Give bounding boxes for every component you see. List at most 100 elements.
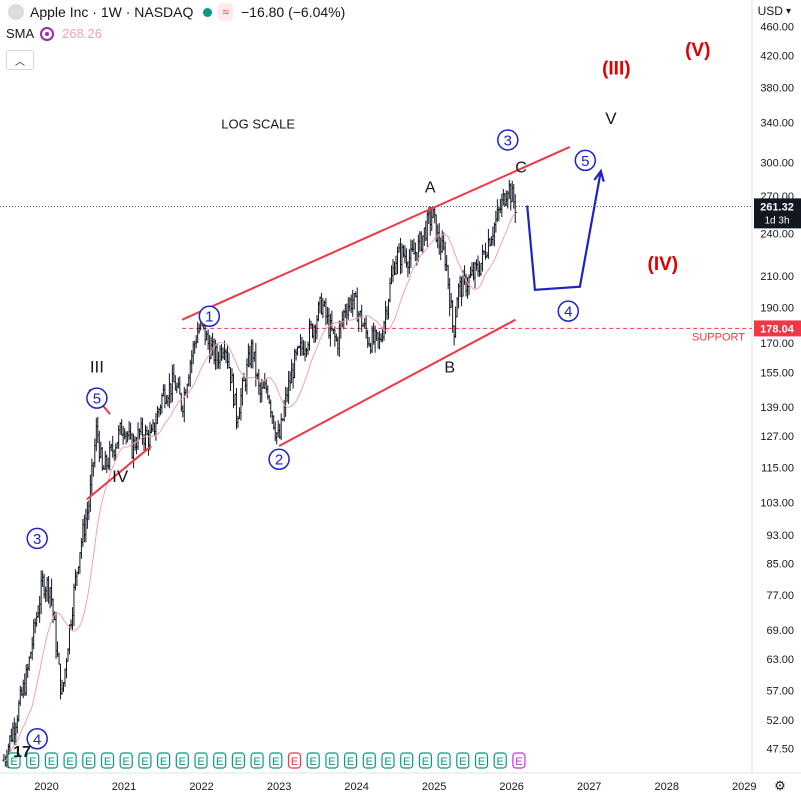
y-tick-label: 240.00	[760, 228, 794, 240]
earnings-marker-label: E	[328, 756, 335, 768]
wave-icon[interactable]: ≈	[218, 3, 233, 21]
y-tick-label: 93.00	[766, 530, 794, 542]
earnings-marker	[400, 752, 414, 769]
y-tick-label: 190.00	[760, 303, 794, 315]
y-tick-label: 155.00	[760, 367, 794, 379]
price-change: −16.80 (−6.04%)	[240, 4, 346, 20]
wave-degree-label: (IV)	[648, 254, 679, 275]
last-price-value: 261.32	[760, 201, 794, 213]
y-tick-label: 300.00	[760, 157, 794, 169]
earnings-marker-label: E	[310, 756, 317, 768]
y-tick-label: 103.00	[760, 497, 794, 509]
wave-circle	[574, 149, 597, 172]
earnings-marker	[325, 752, 339, 769]
earnings-marker	[493, 752, 507, 769]
wave-label: 1	[205, 309, 213, 326]
market-status-dot-icon	[203, 7, 213, 17]
indicator-name[interactable]: SMA	[6, 26, 35, 41]
chevron-down-icon: ▾	[785, 5, 791, 17]
earnings-marker	[44, 752, 59, 769]
earnings-marker	[250, 752, 264, 769]
earnings-marker	[456, 752, 470, 769]
chart-header: Apple Inc · 1W · NASDAQ ≈ −16.80 (−6.04%…	[0, 0, 345, 24]
y-tick-label: 115.00	[761, 462, 794, 474]
currency-selector[interactable]: USD ▾	[758, 4, 791, 18]
projection-path	[526, 170, 602, 292]
earnings-marker	[100, 752, 115, 769]
earnings-marker	[82, 752, 96, 769]
y-tick-label: 63.00	[766, 654, 794, 666]
earnings-marker-label: E	[272, 756, 279, 768]
wave-circle	[557, 300, 580, 322]
earnings-marker-label: E	[48, 756, 55, 768]
collapse-legend-button[interactable]: ︿	[6, 50, 34, 70]
earnings-marker-label: E	[85, 756, 92, 768]
earnings-marker-label: E	[104, 756, 111, 768]
earnings-marker-label: E	[384, 756, 391, 768]
trendline	[86, 445, 152, 501]
symbol-logo-icon	[8, 4, 24, 20]
wave-label: 5	[93, 391, 101, 408]
wave-label: A	[425, 180, 436, 197]
earnings-marker	[381, 752, 395, 769]
support-price-value: 178.04	[760, 323, 795, 335]
earnings-marker	[157, 752, 171, 769]
earnings-marker-label: E	[141, 756, 148, 768]
earnings-marker-label: E	[179, 756, 186, 768]
earnings-marker-label: E	[10, 756, 17, 768]
support-label: SUPPORT	[692, 331, 745, 343]
earnings-marker	[512, 752, 526, 769]
wave-label: 3	[33, 531, 41, 548]
trendline	[181, 146, 571, 321]
currency-label: USD	[757, 4, 783, 18]
earnings-marker	[26, 752, 40, 769]
earnings-marker-label: E	[197, 756, 204, 768]
earnings-marker-label: E	[440, 756, 447, 768]
earnings-marker-label: E	[459, 756, 466, 768]
wave-label: III	[90, 357, 104, 376]
earnings-marker	[119, 752, 133, 769]
y-tick-label: 210.00	[760, 271, 794, 283]
y-tick-label: 69.00	[766, 625, 794, 637]
earnings-marker-label: E	[515, 756, 522, 768]
support-price-badge	[754, 320, 801, 337]
wave-label: 4	[33, 731, 41, 748]
wave-degree-label: (V)	[685, 40, 710, 61]
indicator-settings-icon[interactable]	[40, 26, 55, 41]
last-price-badge	[754, 198, 801, 229]
x-tick-label: 2020	[34, 781, 58, 793]
wave-label: 5	[581, 153, 589, 170]
chevron-up-icon: ︿	[15, 56, 25, 68]
wave-label: 3	[504, 132, 512, 149]
earnings-marker	[7, 752, 21, 769]
earnings-marker-label: E	[347, 756, 354, 768]
symbol-title[interactable]: Apple Inc · 1W · NASDAQ	[30, 4, 194, 20]
y-tick-label: 52.00	[766, 715, 794, 727]
y-tick-label: 77.00	[766, 590, 794, 602]
earnings-marker-label: E	[478, 756, 485, 768]
wave-label: 4	[564, 304, 572, 321]
indicator-legend: SMA 268.26	[6, 26, 102, 41]
earnings-marker	[63, 752, 77, 769]
wave-circle	[26, 527, 48, 550]
x-tick-label: 2028	[654, 781, 678, 793]
x-tick-label: 2024	[344, 781, 368, 793]
earnings-marker-label: E	[366, 756, 373, 768]
wave-label: C	[515, 160, 527, 177]
y-tick-label: 47.50	[766, 744, 794, 756]
earnings-marker	[362, 752, 376, 769]
bar-countdown: 1d 3h	[764, 215, 789, 226]
earnings-marker-label: E	[253, 756, 260, 768]
earnings-marker	[474, 752, 489, 769]
trendline	[278, 318, 517, 447]
earnings-marker-label: E	[160, 756, 167, 768]
earnings-marker-label: E	[123, 756, 130, 768]
y-tick-label: 420.00	[760, 50, 794, 62]
earnings-marker	[287, 752, 302, 769]
y-tick-label: 85.00	[766, 559, 794, 571]
earnings-marker-label: E	[403, 756, 410, 768]
projection-arrowhead	[593, 168, 605, 182]
wave-label: B	[444, 359, 455, 376]
